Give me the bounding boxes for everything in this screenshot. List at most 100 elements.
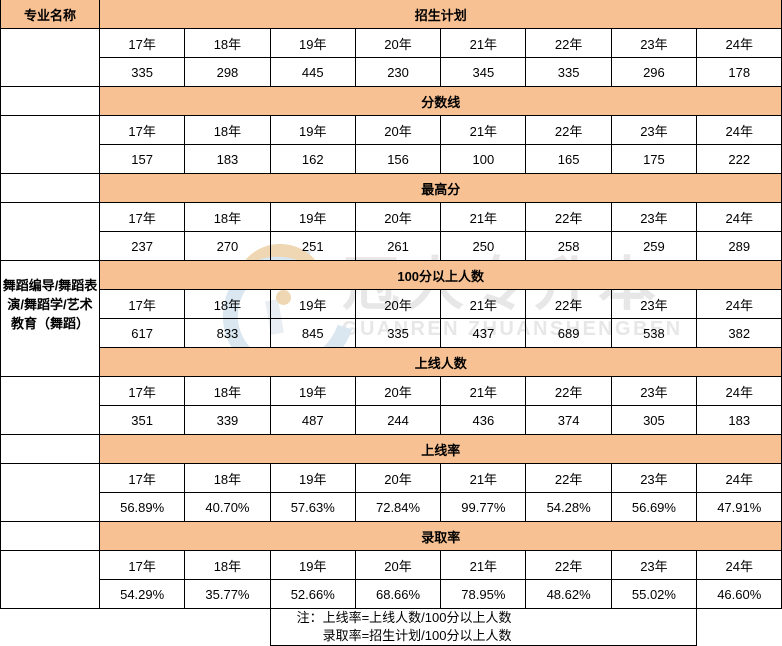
value-cell: 845: [269, 318, 356, 348]
value-cell: 250: [440, 231, 527, 261]
year-header-cell: 24年: [696, 202, 782, 232]
year-header-cell: 20年: [354, 463, 442, 493]
major-column-filler: [0, 202, 100, 261]
year-header-cell: 21年: [440, 376, 527, 406]
major-column-filler: [0, 463, 100, 522]
year-header-cell: 19年: [269, 28, 356, 58]
year-header-cell: 23年: [610, 550, 698, 580]
year-header-cell: 20年: [354, 376, 442, 406]
major-column-filler: [0, 173, 100, 203]
value-cell: 183: [184, 144, 271, 174]
value-cell: 437: [440, 318, 527, 348]
value-cell: 57.63%: [269, 492, 356, 522]
year-header-cell: 20年: [354, 115, 442, 145]
section-title: 100分以上人数: [98, 260, 782, 290]
year-header-cell: 22年: [525, 289, 612, 319]
year-header-cell: 18年: [184, 289, 271, 319]
major-column-filler: [0, 347, 100, 377]
section-title: 最高分: [98, 173, 782, 203]
value-cell: 78.95%: [440, 579, 527, 609]
year-header-cell: 23年: [610, 115, 698, 145]
section-title-row: 舞蹈编导/舞蹈表演/舞蹈学/艺术教育（舞蹈） 100分以上人数: [0, 260, 782, 348]
year-header-cell: 23年: [610, 289, 698, 319]
value-cell: 251: [269, 231, 356, 261]
value-cell: 339: [184, 405, 271, 435]
year-header-cell: 19年: [269, 463, 356, 493]
value-cell: 40.70%: [184, 492, 271, 522]
value-cell: 244: [354, 405, 442, 435]
year-header-cell: 22年: [525, 115, 612, 145]
year-header-cell: 22年: [525, 376, 612, 406]
year-header-cell: 23年: [610, 202, 698, 232]
year-header-cell: 24年: [696, 376, 782, 406]
section-title: 录取率: [98, 521, 782, 551]
year-header-cell: 19年: [269, 202, 356, 232]
year-header-cell: 20年: [354, 550, 442, 580]
section-title: 招生计划: [98, 0, 782, 29]
year-header-cell: 18年: [184, 28, 271, 58]
year-header-cell: 19年: [269, 289, 356, 319]
value-cell: 72.84%: [354, 492, 442, 522]
value-cell: 538: [610, 318, 698, 348]
year-header-cell: 23年: [610, 376, 698, 406]
year-header-cell: 19年: [269, 376, 356, 406]
value-cell: 183: [696, 405, 782, 435]
value-cell: 335: [525, 57, 612, 87]
value-row: 157 183 162 156 100 165 175 222: [1, 144, 782, 174]
major-column-filler: [0, 86, 100, 116]
year-header-cell: 21年: [440, 550, 527, 580]
value-row: 351 339 487 244 436 374 305 183: [1, 405, 782, 435]
year-header-cell: 17年: [98, 463, 186, 493]
value-cell: 351: [98, 405, 186, 435]
value-cell: 689: [525, 318, 612, 348]
section-title: 上线率: [98, 434, 782, 464]
value-cell: 436: [440, 405, 527, 435]
year-header-cell: 22年: [525, 550, 612, 580]
footnote-row: 注：上线率=上线人数/100分以上人数 录取率=招生计划/100分以上人数: [1, 608, 782, 646]
major-column-header: 专业名称: [0, 0, 100, 29]
value-cell: 270: [184, 231, 271, 261]
value-cell: 46.60%: [696, 579, 782, 609]
value-cell: 259: [610, 231, 698, 261]
year-header-cell: 22年: [525, 202, 612, 232]
section-title-row: 最高分: [0, 173, 782, 203]
major-column-filler: [0, 28, 100, 87]
year-header-cell: 17年: [98, 202, 186, 232]
value-cell: 617: [98, 318, 186, 348]
value-cell: 54.28%: [525, 492, 612, 522]
value-cell: 230: [354, 57, 442, 87]
year-header-cell: 20年: [354, 289, 442, 319]
section-title: 上线人数: [98, 347, 782, 377]
value-cell: 335: [354, 318, 442, 348]
year-header-cell: 18年: [184, 202, 271, 232]
year-header-cell: 18年: [184, 463, 271, 493]
value-cell: 237: [98, 231, 186, 261]
year-header-row: 17年 18年 19年 20年 21年 22年 23年 24年: [0, 28, 782, 87]
value-cell: 345: [440, 57, 527, 87]
value-row: 56.89% 40.70% 57.63% 72.84% 99.77% 54.28% 56.6…: [1, 492, 782, 522]
value-cell: 157: [98, 144, 186, 174]
footnote-line-1: 注：上线率=上线人数/100分以上人数: [296, 610, 512, 625]
section-title-row: 录取率: [0, 521, 782, 551]
year-header-cell: 20年: [354, 28, 442, 58]
footnote-spacer: [100, 609, 271, 646]
year-header-row: 17年 18年 19年 20年 21年 22年 23年 24年: [1, 289, 782, 319]
value-cell: 382: [696, 318, 782, 348]
value-cell: 99.77%: [440, 492, 527, 522]
year-header-cell: 21年: [440, 115, 527, 145]
year-header-cell: 18年: [184, 376, 271, 406]
value-cell: 305: [610, 405, 698, 435]
year-header-cell: 24年: [696, 28, 782, 58]
value-row: 54.29% 35.77% 52.66% 68.66% 78.95% 48.62% 55.0…: [1, 579, 782, 609]
major-column-filler: [0, 376, 100, 435]
value-row: 335 298 445 230 345 335 296 178: [1, 57, 782, 87]
value-cell: 261: [354, 231, 442, 261]
year-header-cell: 21年: [440, 463, 527, 493]
value-cell: 289: [696, 231, 782, 261]
year-header-cell: 17年: [98, 550, 186, 580]
year-header-cell: 24年: [696, 115, 782, 145]
year-header-cell: 17年: [98, 115, 186, 145]
year-header-cell: 24年: [696, 289, 782, 319]
footnote: 注：上线率=上线人数/100分以上人数 录取率=招生计划/100分以上人数: [269, 608, 698, 646]
